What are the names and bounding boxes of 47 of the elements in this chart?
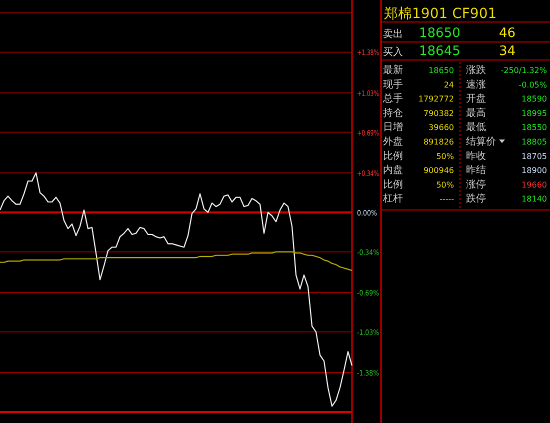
text: 杠杆 — [382, 192, 403, 205]
text: 总手 — [382, 92, 403, 105]
text: 18900 — [522, 166, 547, 176]
text: 最新 — [383, 64, 403, 76]
text: 持仓 — [383, 106, 403, 119]
text: 39660 — [428, 123, 454, 132]
text: 最低 — [466, 122, 486, 134]
text: 卖出 — [383, 28, 403, 40]
text: 日增 — [383, 121, 403, 134]
text: 昨收 — [466, 150, 486, 162]
text: 结算价 — [466, 136, 496, 148]
text: 900946 — [423, 166, 454, 176]
text: 现手 — [383, 78, 403, 90]
text: 18995 — [522, 108, 547, 118]
text: ----- — [440, 194, 454, 204]
text: 18705 — [522, 152, 547, 161]
text: 比例 — [383, 150, 403, 162]
text: 790382 — [423, 108, 454, 118]
text: 18805 — [522, 138, 547, 146]
text: 速涨 — [466, 78, 486, 90]
text: 最高 — [466, 106, 486, 119]
text: -0.05% — [518, 80, 548, 90]
text: 19660 — [522, 180, 547, 190]
text: 18650 — [428, 66, 454, 75]
text: 涨跌 — [466, 64, 486, 76]
text: 50% — [436, 152, 454, 161]
text: 18645 — [419, 44, 460, 59]
text: 比例 — [383, 178, 403, 190]
text: 24 — [444, 80, 454, 90]
text: 开盘 — [466, 92, 486, 105]
text: 涨停 — [466, 178, 486, 190]
text: 外盘 — [383, 136, 403, 148]
text: 跌停 — [466, 192, 486, 205]
text: 891826 — [423, 138, 454, 146]
text: 18590 — [522, 94, 547, 104]
text: 34 — [499, 44, 516, 59]
text: 郑棉1901 CF901 — [384, 6, 497, 22]
text: 18140 — [522, 194, 547, 204]
text: 46 — [499, 26, 516, 41]
line-series — [0, 172, 353, 407]
text: 昨结 — [466, 164, 486, 176]
text: 18550 — [522, 123, 547, 132]
text: 50% — [436, 180, 454, 190]
text: -250/1.32% — [500, 66, 548, 75]
text: 18650 — [419, 26, 460, 41]
text: 1792772 — [418, 94, 454, 104]
line-series — [0, 251, 353, 272]
